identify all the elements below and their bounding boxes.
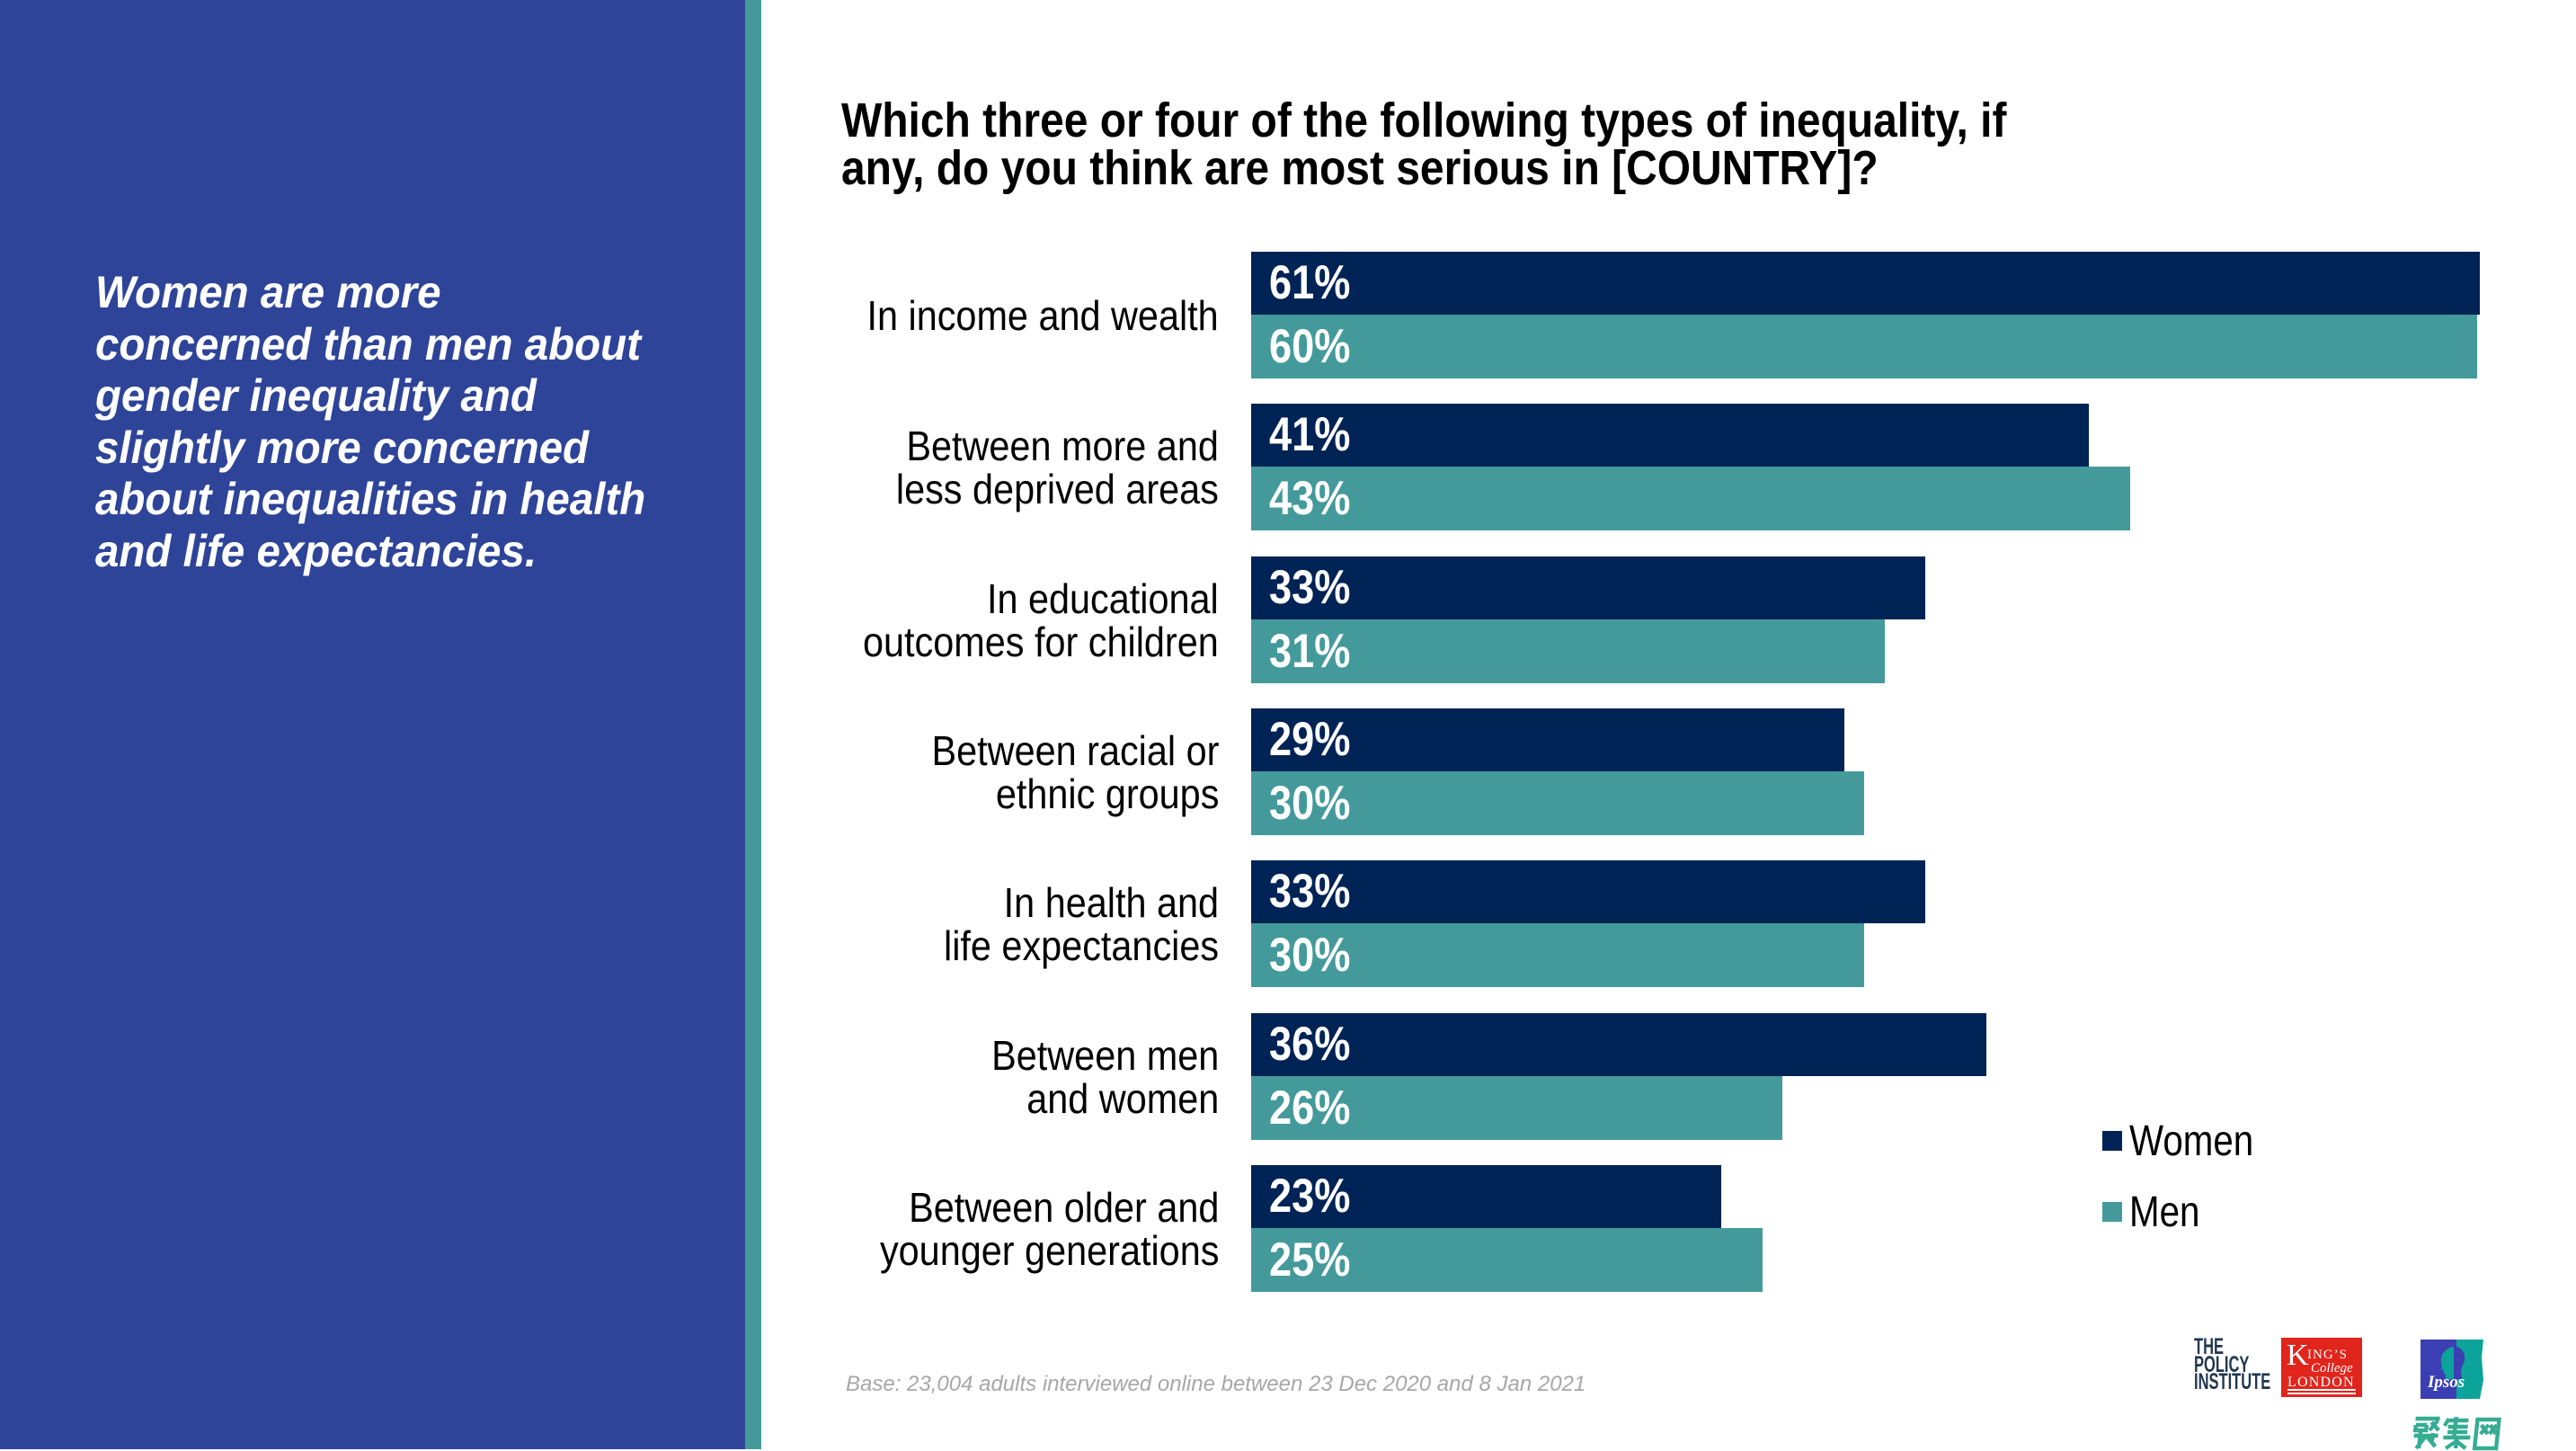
svg-text:Ipsos: Ipsos <box>2427 1373 2465 1392</box>
